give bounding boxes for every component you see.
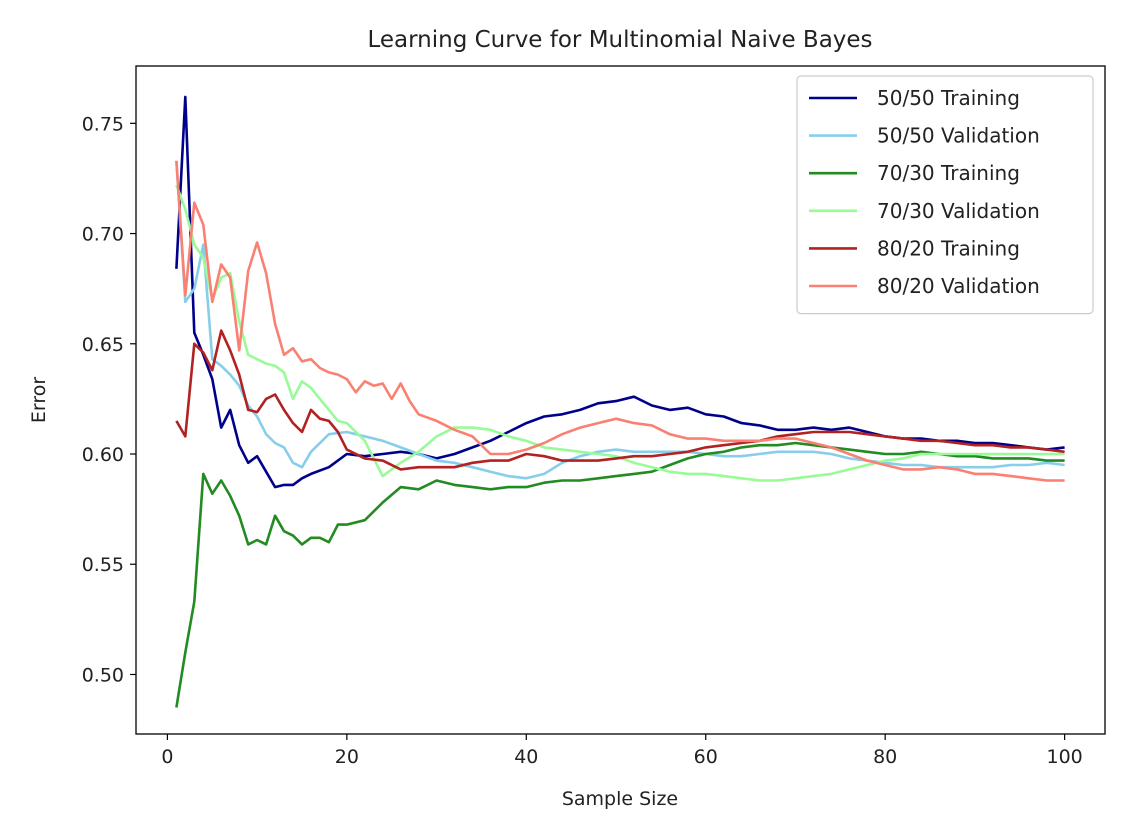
series-line-1 [175,160,1065,480]
y-tick-label: 0.75 [82,113,124,135]
x-tick-label: 20 [335,746,359,768]
x-axis: 0 20 40 60 80 100 [161,734,1083,768]
series-line-3 [175,184,1065,482]
x-tick-label: 0 [161,746,173,768]
y-tick-label: 0.60 [82,444,124,466]
series-line-4 [175,329,1065,471]
y-axis: 0.50 0.55 0.60 0.65 0.70 0.75 [82,113,136,686]
legend-label: 50/50 Validation [877,124,1040,148]
legend-label: 70/30 Training [877,161,1020,185]
y-axis-label: Error [28,377,50,424]
y-tick-label: 0.65 [82,334,124,356]
y-tick-label: 0.70 [82,224,124,246]
chart-title: Learning Curve for Multinomial Naive Bay… [367,27,872,53]
x-tick-label: 80 [873,746,897,768]
x-tick-label: 60 [694,746,718,768]
legend-label: 70/30 Validation [877,199,1040,223]
legend-label: 80/20 Validation [877,274,1040,298]
y-tick-label: 0.55 [82,554,124,576]
series-line-5 [175,160,1065,482]
y-tick-label: 0.50 [82,664,124,686]
legend: 50/50 Training 50/50 Validation 70/30 Trai… [796,75,1094,315]
series-layer [175,95,1065,708]
series-line-2 [175,441,1065,708]
x-axis-label: Sample Size [562,788,678,810]
legend-label: 50/50 Training [877,86,1020,110]
legend-label: 80/20 Training [877,236,1020,260]
x-tick-label: 100 [1046,746,1082,768]
plot-frame [135,65,1106,735]
x-tick-label: 40 [514,746,538,768]
legend-box [796,75,1094,315]
